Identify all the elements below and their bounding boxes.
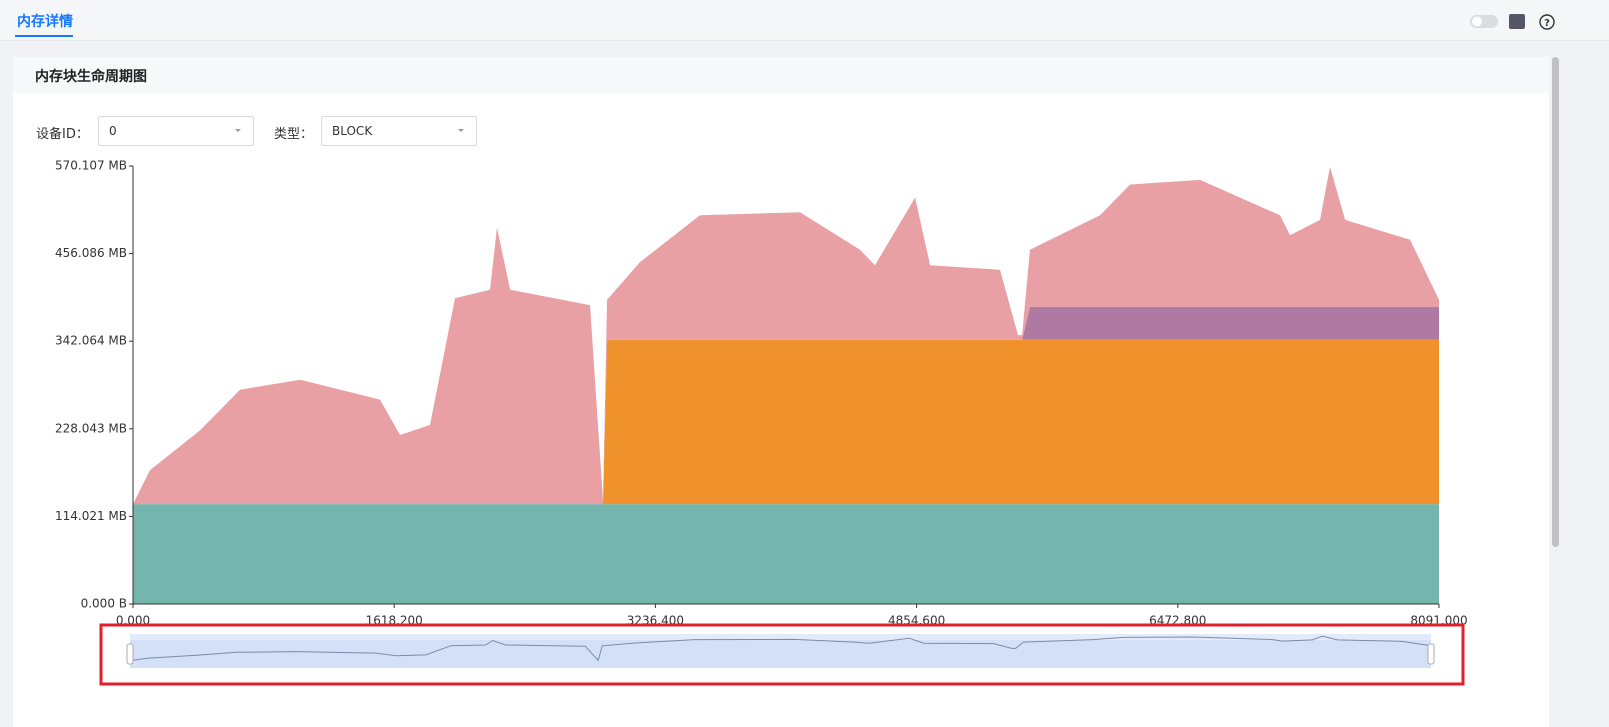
area-layer (133, 306, 1439, 505)
area-layer (133, 504, 1439, 604)
language-icon[interactable] (1509, 14, 1525, 29)
area-layer (133, 166, 1439, 505)
type-label: 类型： (274, 127, 314, 142)
tab[interactable]: 内存详情 (17, 14, 73, 30)
panel-title: 内存块生命周期图 (35, 69, 147, 85)
help-mark: ? (1544, 18, 1550, 29)
y-tick-label: 0.000 B (81, 597, 127, 611)
navigator-handle[interactable] (1427, 643, 1435, 665)
highlight-box (99, 623, 1465, 686)
top-bar: 内存详情 ? (0, 0, 1609, 41)
panel-header: 内存块生命周期图 (13, 57, 1549, 93)
area-layer (133, 339, 1439, 505)
type-select[interactable]: BLOCK (321, 116, 477, 146)
y-tick-label: 228.043 MB (55, 421, 127, 435)
tab-underline (15, 35, 73, 37)
y-tick-label: 456.086 MB (55, 246, 127, 260)
toolbar-icons: ? (1470, 14, 1555, 30)
toggle-knob (1472, 16, 1482, 27)
y-tick-label: 114.021 MB (55, 509, 127, 523)
navigator-line (129, 635, 1432, 662)
help-icon[interactable] (1539, 14, 1555, 30)
y-tick-label: 342.064 MB (55, 334, 127, 348)
device-select[interactable]: 0 (98, 116, 254, 146)
y-tick-label: 570.107 MB (55, 159, 127, 173)
navigator-handle[interactable] (126, 643, 134, 665)
navigator-top (130, 634, 1431, 640)
scrollbar[interactable] (1552, 57, 1559, 547)
device-label: 设备ID： (36, 127, 89, 142)
